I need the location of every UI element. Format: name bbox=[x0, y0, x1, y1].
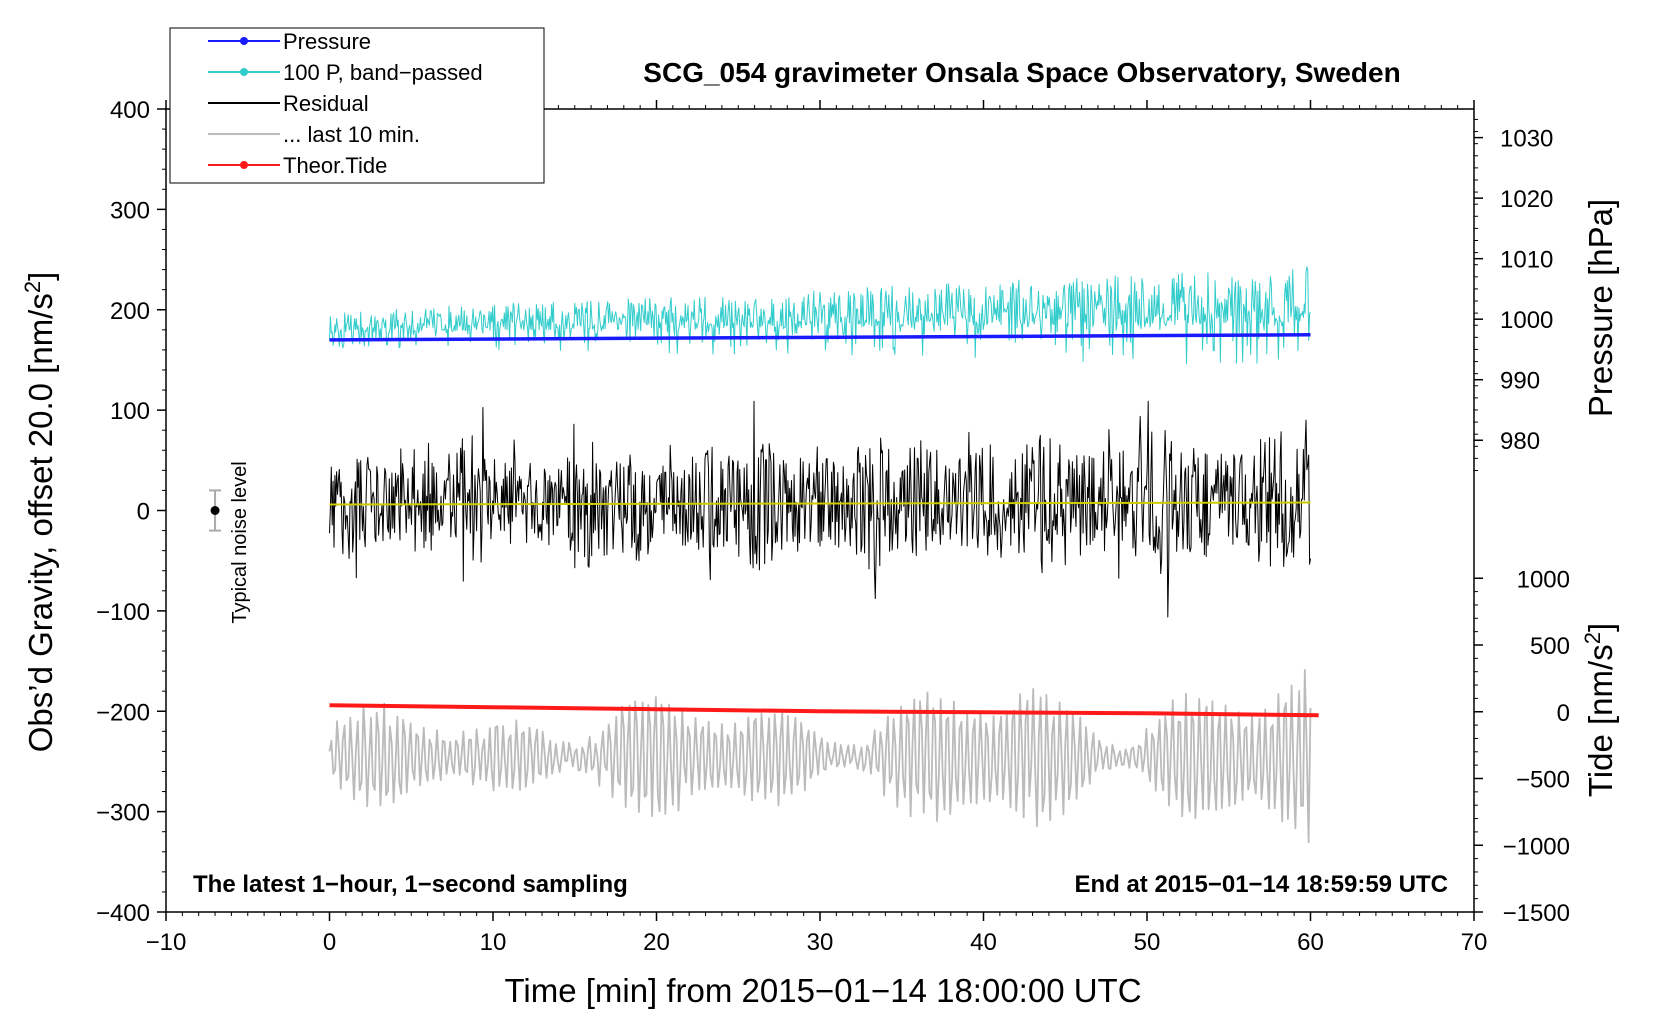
series-line-residual bbox=[329, 400, 1311, 618]
x-tick-label: 0 bbox=[323, 929, 336, 956]
axis-layer: −10 0 10 20 30 40 50 60 704003002001000−100−200−… bbox=[96, 97, 1570, 956]
y-pressure-tick-label: 980 bbox=[1500, 428, 1540, 455]
legend-label: 100 P, band−passed bbox=[283, 60, 483, 85]
legend-label: ... last 10 min. bbox=[283, 122, 420, 147]
series-line-100-p-band-passed bbox=[329, 266, 1311, 365]
chart-title: SCG_054 gravimeter Onsala Space Observat… bbox=[643, 57, 1400, 88]
y-left-tick-label: 300 bbox=[110, 197, 150, 224]
y-axis-tide-title: Tide [nm/s2] bbox=[1580, 623, 1620, 797]
legend-label: Theor.Tide bbox=[283, 153, 387, 178]
series-layer bbox=[328, 266, 1319, 844]
y-axis-left-title: Obs’d Gravity, offset 20.0 [nm/s2] bbox=[20, 272, 60, 753]
y-axis-tide-title-main: Tide [nm/s bbox=[1582, 644, 1619, 797]
y-left-tick-label: 100 bbox=[110, 398, 150, 425]
series-line-theor-tide bbox=[329, 703, 1319, 718]
y-pressure-tick-label: 1020 bbox=[1500, 186, 1553, 213]
y-pressure-tick-label: 1010 bbox=[1500, 247, 1553, 274]
noise-level-indicator: Typical noise level bbox=[209, 461, 251, 624]
y-tide-tick-label: 1000 bbox=[1517, 566, 1570, 593]
legend-swatch-marker bbox=[240, 68, 248, 76]
y-axis-left-title-main: Obs’d Gravity, offset 20.0 [nm/s bbox=[22, 293, 59, 752]
x-tick-label: 50 bbox=[1134, 929, 1161, 956]
y-axis-tide-title-sup: 2 bbox=[1580, 632, 1605, 644]
y-axis-left-title-sup: 2 bbox=[20, 281, 45, 293]
legend-label: Residual bbox=[283, 91, 369, 116]
y-left-tick-label: 400 bbox=[110, 97, 150, 124]
legend-swatch-marker bbox=[240, 161, 248, 169]
y-left-tick-label: −400 bbox=[96, 900, 150, 927]
x-axis-title: Time [min] from 2015−01−14 18:00:00 UTC bbox=[504, 972, 1141, 1009]
y-pressure-tick-label: 1030 bbox=[1500, 126, 1553, 153]
legend-box bbox=[169, 27, 545, 184]
x-tick-label: 30 bbox=[807, 929, 834, 956]
y-left-tick-label: 200 bbox=[110, 298, 150, 325]
legend: Pressure 100 P, band−passed Residual ... la… bbox=[169, 27, 545, 184]
y-tide-tick-label: −1000 bbox=[1503, 833, 1570, 860]
series-line-last-10-min bbox=[328, 669, 1312, 844]
y-axis-pressure-title: Pressure [hPa] bbox=[1582, 199, 1619, 417]
x-tick-label: −10 bbox=[146, 929, 187, 956]
noise-level-label: Typical noise level bbox=[229, 461, 251, 623]
y-tide-tick-label: 500 bbox=[1530, 633, 1570, 660]
y-axis-left-title-end: ] bbox=[22, 272, 59, 281]
y-axis-tide-title-end: ] bbox=[1582, 623, 1619, 632]
y-tide-tick-label: 0 bbox=[1557, 700, 1570, 727]
y-pressure-tick-label: 1000 bbox=[1500, 307, 1553, 334]
y-left-tick-label: −300 bbox=[96, 800, 150, 827]
y-tide-tick-label: −1500 bbox=[1503, 900, 1570, 927]
legend-label: Pressure bbox=[283, 29, 371, 54]
noise-point bbox=[210, 506, 220, 515]
x-tick-label: 60 bbox=[1297, 929, 1324, 956]
y-left-tick-label: −200 bbox=[96, 699, 150, 726]
y-tide-tick-label: −500 bbox=[1516, 767, 1570, 794]
x-tick-label: 70 bbox=[1461, 929, 1488, 956]
annotation-right: End at 2015−01−14 18:59:59 UTC bbox=[1074, 871, 1448, 898]
x-tick-label: 10 bbox=[480, 929, 507, 956]
x-tick-label: 40 bbox=[970, 929, 997, 956]
series-line-residual-smoothed bbox=[329, 501, 1311, 506]
y-pressure-tick-label: 990 bbox=[1500, 368, 1540, 395]
legend-swatch-marker bbox=[240, 37, 248, 45]
annotation-left: The latest 1−hour, 1−second sampling bbox=[193, 871, 628, 898]
y-left-tick-label: −100 bbox=[96, 599, 150, 626]
x-tick-label: 20 bbox=[643, 929, 670, 956]
series-line-pressure bbox=[329, 333, 1311, 342]
y-left-tick-label: 0 bbox=[137, 499, 150, 526]
